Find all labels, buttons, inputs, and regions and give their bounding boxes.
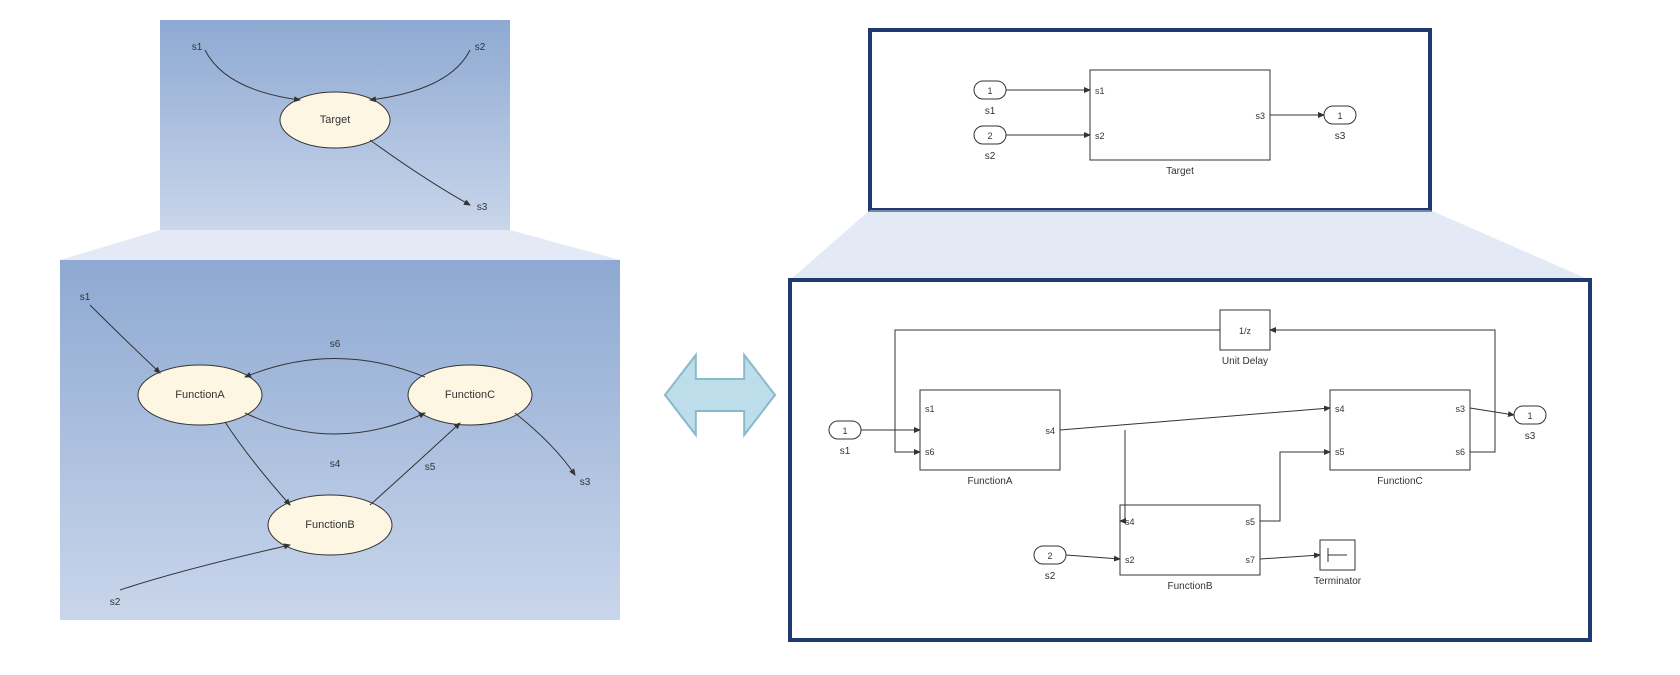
funcB-port-in1: s2 (1125, 555, 1135, 565)
label-s2b: s2 (110, 597, 121, 608)
funcC-port-in1: s5 (1335, 447, 1345, 457)
right-bottom-panel: 1/z Unit Delay FunctionA s1 s6 s4 Functi… (790, 280, 1590, 640)
functionA-block (920, 390, 1060, 470)
right-top-panel: Target 1 s1 s1 2 s2 s2 1 s3 s3 (870, 30, 1430, 210)
functionA-label: FunctionA (175, 389, 225, 401)
funcA-port-out0: s4 (1045, 426, 1055, 436)
rb-inport-1-label: s1 (840, 446, 851, 457)
port-label-out: s3 (1255, 111, 1265, 121)
funcC-port-out1: s6 (1455, 447, 1465, 457)
wire-B-to-term (1260, 555, 1320, 559)
inport-2-num: 2 (987, 131, 992, 141)
rb-inport-1-num: 1 (842, 426, 847, 436)
inport-1-num: 1 (987, 86, 992, 96)
funcC-port-out0: s3 (1455, 404, 1465, 414)
functionC-block-label: FunctionC (1377, 476, 1423, 487)
label-s1b: s1 (80, 292, 91, 303)
label-s5: s5 (425, 462, 436, 473)
wire-B-to-C (1260, 452, 1330, 521)
funcB-port-in0: s4 (1125, 517, 1135, 527)
wire-A-to-C (1060, 408, 1330, 430)
left-bottom-panel: FunctionA FunctionB FunctionC s1 s2 s4 s… (60, 260, 620, 620)
rb-inport-2-num: 2 (1047, 551, 1052, 561)
target-block-label: Target (1166, 166, 1194, 177)
label-s3: s3 (477, 202, 488, 213)
diagram-root: Target s1 s2 s3 FunctionA FunctionB Func… (0, 0, 1680, 675)
functionB-block (1120, 505, 1260, 575)
functionB-label: FunctionB (305, 519, 355, 531)
funcC-port-in0: s4 (1335, 404, 1345, 414)
rb-outport-1-num: 1 (1527, 411, 1532, 421)
funcB-port-out1: s7 (1245, 555, 1255, 565)
functionB-block-label: FunctionB (1167, 581, 1212, 592)
right-expand-connector (790, 210, 1590, 280)
functionC-label: FunctionC (445, 389, 495, 401)
label-s1: s1 (192, 42, 203, 53)
inport-2-label: s2 (985, 151, 996, 162)
unit-delay-label: Unit Delay (1222, 356, 1268, 367)
target-label: Target (320, 114, 351, 126)
left-expand-connector (60, 230, 620, 260)
label-s2: s2 (475, 42, 486, 53)
funcA-port-in0: s1 (925, 404, 935, 414)
bidirectional-arrow-icon (665, 355, 775, 435)
target-block (1090, 70, 1270, 160)
rb-inport-2-label: s2 (1045, 571, 1056, 582)
funcB-port-out0: s5 (1245, 517, 1255, 527)
port-label-in2: s2 (1095, 131, 1105, 141)
port-label-in1: s1 (1095, 86, 1105, 96)
funcA-port-in1: s6 (925, 447, 935, 457)
wire-C-to-out (1470, 408, 1514, 415)
rb-outport-1-label: s3 (1525, 431, 1536, 442)
unit-delay-text: 1/z (1239, 326, 1252, 336)
inport-1-label: s1 (985, 106, 996, 117)
left-top-panel: Target s1 s2 s3 (160, 20, 510, 230)
wire-rb-in2 (1066, 555, 1120, 559)
outport-1-num: 1 (1337, 111, 1342, 121)
outport-1-label: s3 (1335, 131, 1346, 142)
label-s6: s6 (330, 339, 341, 350)
terminator-label: Terminator (1314, 576, 1362, 587)
functionA-block-label: FunctionA (967, 476, 1012, 487)
functionC-block (1330, 390, 1470, 470)
label-s3b: s3 (580, 477, 591, 488)
label-s4: s4 (330, 459, 341, 470)
